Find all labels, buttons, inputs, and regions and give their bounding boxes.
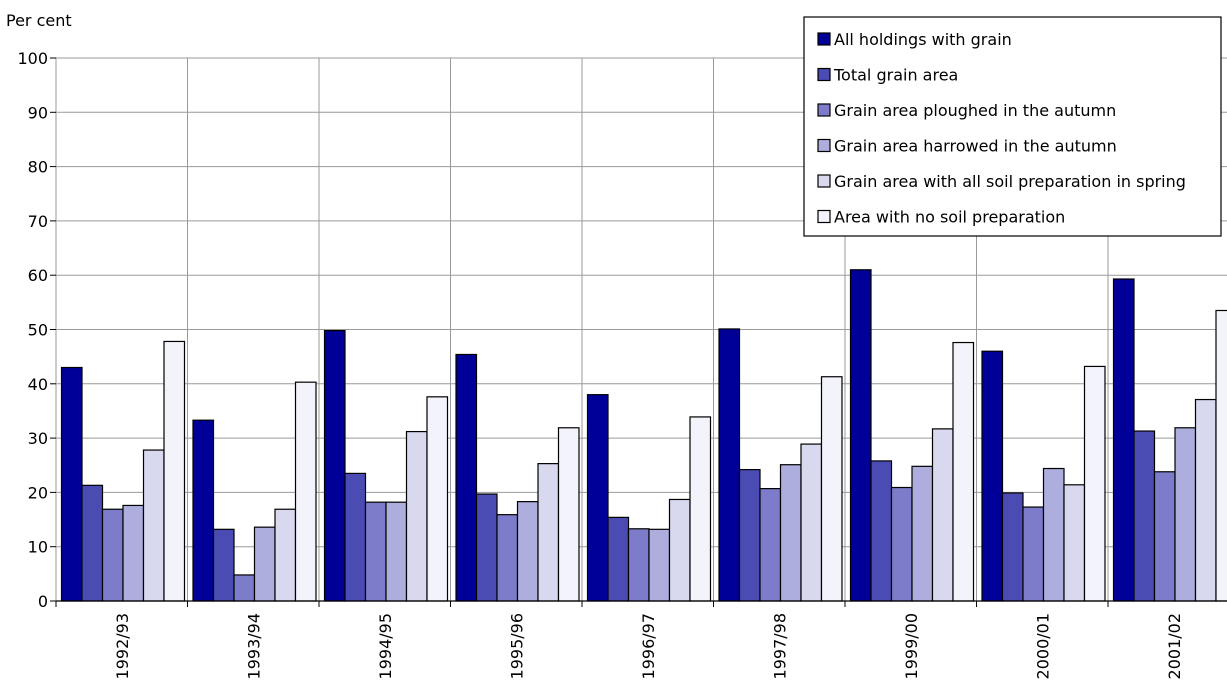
legend-swatch xyxy=(817,32,831,46)
bar xyxy=(1133,430,1156,602)
bar xyxy=(233,574,256,602)
y-axis-title: Per cent xyxy=(6,11,72,30)
bar xyxy=(516,501,539,602)
bar xyxy=(323,329,346,602)
bar xyxy=(586,394,609,602)
y-tick-label: 0 xyxy=(38,592,48,611)
y-tick-label: 30 xyxy=(28,429,48,448)
x-tick-label: 2001/02 xyxy=(1165,613,1184,679)
gridlines xyxy=(55,57,1227,602)
y-tick-label: 20 xyxy=(28,483,48,502)
bar xyxy=(163,340,186,602)
bar xyxy=(607,516,630,602)
bar xyxy=(364,501,387,602)
bar xyxy=(911,465,934,602)
bar xyxy=(820,376,843,602)
x-tick-label: 1992/93 xyxy=(113,613,132,679)
bar xyxy=(1153,471,1176,602)
bar xyxy=(455,353,478,602)
bar xyxy=(1063,484,1086,602)
bar xyxy=(101,508,124,602)
bar xyxy=(890,486,913,602)
x-tick-label: 1993/94 xyxy=(244,613,263,679)
x-tick-label: 1995/96 xyxy=(507,613,526,679)
legend-label: Grain area harrowed in the autumn xyxy=(834,137,1117,156)
legend-label: Grain area with all soil preparation in … xyxy=(834,172,1186,191)
bar xyxy=(689,416,712,602)
legend-label: Grain area ploughed in the autumn xyxy=(834,101,1116,120)
legend-label: Total grain area xyxy=(833,66,958,85)
legend-label: Area with no soil preparation xyxy=(834,208,1065,227)
bar xyxy=(779,464,802,602)
bar xyxy=(475,493,498,602)
y-tick-label: 100 xyxy=(17,49,48,68)
legend-swatch xyxy=(817,67,831,82)
bar xyxy=(192,419,215,602)
x-axis: 1992/93 1993/94 1994/95 1995/96 1996/97 1997/… xyxy=(55,600,1227,679)
bar xyxy=(1215,309,1227,602)
bar xyxy=(981,350,1004,602)
legend-box xyxy=(803,16,1222,237)
bar xyxy=(344,472,367,602)
bar xyxy=(557,427,580,602)
bar xyxy=(60,366,83,602)
x-tick-label: 1994/95 xyxy=(376,613,395,679)
bar xyxy=(870,460,893,602)
x-tick-label: 2000/01 xyxy=(1033,613,1052,679)
y-tick-label: 90 xyxy=(28,103,48,122)
bar xyxy=(1001,492,1024,602)
bar xyxy=(537,463,560,602)
bar xyxy=(718,328,741,602)
bar xyxy=(385,501,408,602)
bars xyxy=(60,269,1227,602)
y-axis-ticks: 0 10 20 30 40 50 60 70 80 90 100 xyxy=(17,49,56,611)
bar xyxy=(627,528,650,602)
bar xyxy=(405,430,428,602)
bar xyxy=(1194,398,1217,602)
y-tick-label: 80 xyxy=(28,158,48,177)
bar xyxy=(738,468,761,602)
bar xyxy=(212,528,235,602)
y-tick-label: 10 xyxy=(28,538,48,557)
x-tick-label: 1996/97 xyxy=(639,613,658,679)
legend-label: All holdings with grain xyxy=(834,30,1012,49)
bar xyxy=(1112,278,1135,602)
bar xyxy=(800,443,823,602)
bar xyxy=(648,528,671,602)
y-tick-label: 70 xyxy=(28,212,48,231)
bar xyxy=(952,341,975,602)
bar xyxy=(1022,506,1045,602)
bar xyxy=(496,514,519,602)
bar xyxy=(849,269,872,602)
bar xyxy=(931,428,954,602)
legend-swatch xyxy=(817,103,831,117)
bar xyxy=(81,484,104,602)
y-tick-label: 50 xyxy=(28,321,48,340)
x-tick-label: 1997/98 xyxy=(770,613,789,679)
bar xyxy=(426,396,449,602)
bar xyxy=(122,504,145,602)
bar xyxy=(294,381,317,602)
bar xyxy=(142,449,165,602)
x-tick-label: 1999/00 xyxy=(902,613,921,679)
y-tick-label: 60 xyxy=(28,266,48,285)
bar xyxy=(668,498,691,602)
legend-swatch xyxy=(817,174,831,188)
legend: All holdings with grain Total grain area G… xyxy=(803,16,1222,237)
y-tick-label: 40 xyxy=(28,375,48,394)
bar xyxy=(274,508,297,602)
legend-swatch xyxy=(817,209,831,224)
legend-swatch xyxy=(817,138,831,153)
bar xyxy=(253,526,276,602)
bar xyxy=(759,487,782,602)
bar xyxy=(1083,365,1106,602)
bar xyxy=(1174,427,1197,602)
bar xyxy=(1042,467,1065,602)
